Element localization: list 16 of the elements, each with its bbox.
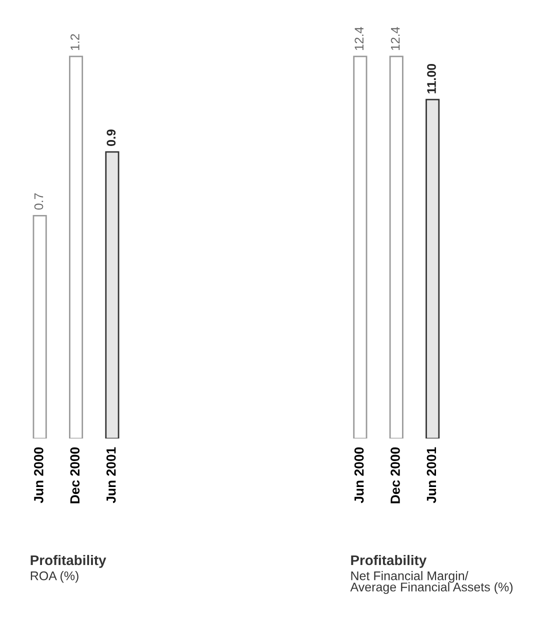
x-tick-label: Jun 2000 <box>34 447 44 504</box>
data-label: 0.9 <box>106 130 116 146</box>
x-tick-label: Jun 2001 <box>106 447 116 504</box>
text: Profitability <box>351 554 427 568</box>
data-label: 11.00 <box>427 64 436 94</box>
data-label: 1.2 <box>70 34 80 50</box>
x-tick-label: Jun 2000 <box>354 447 364 504</box>
x-tick-label: Dec 2000 <box>70 447 80 504</box>
data-label: 12.4 <box>354 26 364 50</box>
data-label: 12.4 <box>390 26 400 50</box>
x-tick-label: Dec 2000 <box>390 447 400 504</box>
x-tick-label: Jun 2001 <box>426 447 436 504</box>
data-label: 0.7 <box>34 193 44 210</box>
text: Net Financial Margin/ Average Financial Assets (%) <box>350 571 513 594</box>
text: Profitability <box>30 554 106 568</box>
text: ROA (%) <box>30 571 78 583</box>
